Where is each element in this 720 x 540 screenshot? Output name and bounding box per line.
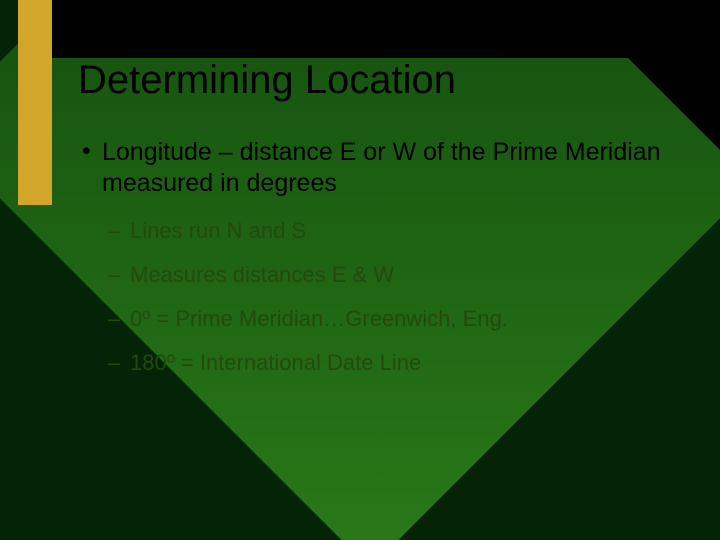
sub-bullet-text: 180º = International Date Line: [130, 350, 680, 376]
sub-bullet-item: – 180º = International Date Line: [108, 350, 680, 376]
sub-bullet-dash: –: [108, 262, 130, 288]
sub-bullet-dash: –: [108, 218, 130, 244]
sub-bullet-item: – 0º = Prime Meridian…Greenwich, Eng.: [108, 306, 680, 332]
bullet-text: Longitude – distance E or W of the Prime…: [102, 137, 680, 198]
slide-content: Determining Location • Longitude – dista…: [0, 0, 720, 540]
bullet-dot: •: [82, 137, 102, 198]
bullet-level-1: • Longitude – distance E or W of the Pri…: [82, 137, 680, 198]
slide-title: Determining Location: [78, 58, 720, 103]
sub-bullet-item: – Lines run N and S: [108, 218, 680, 244]
sub-bullet-text: Measures distances E & W: [130, 262, 680, 288]
sub-bullet-dash: –: [108, 350, 130, 376]
sub-bullet-text: 0º = Prime Meridian…Greenwich, Eng.: [130, 306, 680, 332]
sub-bullet-list: – Lines run N and S – Measures distances…: [108, 218, 680, 394]
sub-bullet-item: – Measures distances E & W: [108, 262, 680, 288]
sub-bullet-text: Lines run N and S: [130, 218, 680, 244]
sub-bullet-dash: –: [108, 306, 130, 332]
